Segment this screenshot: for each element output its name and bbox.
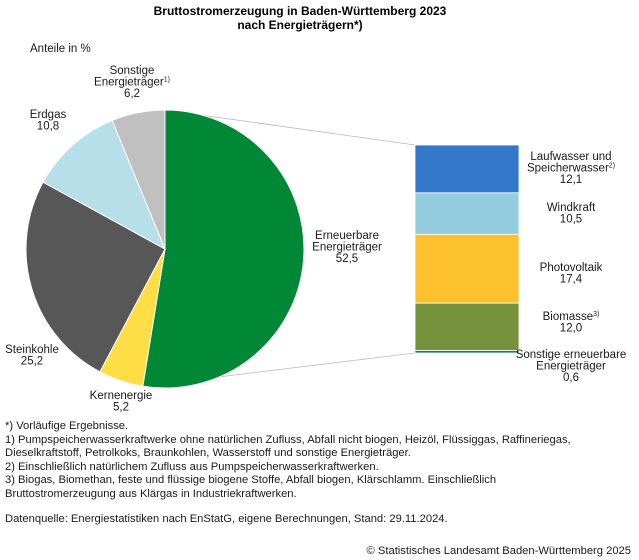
footnote: *) Vorläufige Ergebnisse. (5, 420, 129, 432)
pie-label-steinkohle-text: Steinkohle (5, 344, 59, 356)
pie-label-sonstige-energietr-ger-text: Energieträger1) (94, 77, 170, 89)
unit-label: Anteile in % (30, 43, 91, 55)
bar-segment-sonstige-erneuerbare-energietr-ger (414, 350, 520, 354)
bar-label-biomasse: Biomasse3)12,0 (543, 311, 600, 335)
pie-label-kernenergie-value: 5,2 (113, 402, 129, 414)
bar-label-laufwasser-und-speicherwasser-text: Laufwasser und (530, 151, 611, 163)
bar-segment-biomasse (414, 302, 520, 352)
bar-label-sonstige-erneuerbare-energietr-ger-value: 0,6 (563, 372, 579, 384)
pie-slice-erdgas (42, 119, 167, 251)
pie-label-erneuerbare-energietr-ger-value: 52,5 (336, 253, 358, 265)
chart-title-line2: nach Energieträgern*) (237, 18, 362, 32)
bar-label-sonstige-erneuerbare-energietr-ger-text: Sonstige erneuerbare (516, 349, 627, 361)
bar-segment-windkraft (414, 192, 520, 235)
chart-labels: ErneuerbareEnergieträger52,5Kernenergie5… (5, 65, 626, 414)
footnotes: *) Vorläufige Ergebnisse. 1) Pumpspeiche… (5, 420, 635, 502)
footnote: 1) Pumpspeicherwasserkraftwerke ohne nat… (5, 433, 571, 460)
bar-label-biomasse-text: Biomasse3) (543, 311, 600, 323)
chart-title-line1: Bruttostromerzeugung in Baden-Württember… (154, 4, 447, 18)
pie-slice-erneuerbare-energietr-ger (142, 109, 305, 389)
copyright: © Statistisches Landesamt Baden-Württemb… (366, 545, 631, 557)
pie-label-erneuerbare-energietr-ger-text: Erneuerbare (315, 230, 379, 242)
pie-slice-steinkohle (25, 181, 166, 373)
bar-label-windkraft-text: Windkraft (547, 202, 596, 214)
chart: Bruttostromerzeugung in Baden-Württember… (5, 4, 626, 414)
data-source: Datenquelle: Energiestatistiken nach EnS… (5, 513, 448, 525)
bar-segment-photovoltaik (414, 233, 520, 304)
bar-label-photovoltaik-text: Photovoltaik (540, 262, 603, 274)
pie-label-sonstige-energietr-ger-value: 6,2 (124, 88, 140, 100)
footnote: 3) Biogas, Biomethan, feste und flüssige… (5, 474, 497, 500)
pie-slices (25, 109, 305, 389)
pie-label-erneuerbare-energietr-ger-text: Energieträger (312, 242, 382, 254)
pie-slice-sonstige-energietr-ger (111, 109, 166, 250)
bar-label-laufwasser-und-speicherwasser-text: Speicherwasser2) (527, 163, 615, 175)
breakdown-bar (414, 144, 520, 354)
bar-label-photovoltaik-value: 17,4 (560, 274, 583, 286)
bar-label-windkraft-value: 10,5 (560, 214, 582, 226)
pie-label-kernenergie-text: Kernenergie (90, 390, 153, 402)
pie-label-erdgas-text: Erdgas (30, 109, 67, 121)
pie-label-sonstige-energietr-ger-text: Sonstige (110, 65, 155, 77)
pie-label-steinkohle-value: 25,2 (21, 356, 43, 368)
bar-label-biomasse-value: 12,0 (560, 323, 582, 335)
connector-line-top (164, 109, 416, 146)
pie-label-erdgas-value: 10,8 (37, 121, 59, 133)
bar-segment-laufwasser-und-speicherwasser (414, 144, 520, 194)
bar-label-laufwasser-und-speicherwasser-value: 12,1 (560, 174, 582, 186)
bar-label-sonstige-erneuerbare-energietr-ger-text: Energieträger (536, 361, 606, 373)
footnote: 2) Einschließlich natürlichem Zufluss au… (5, 460, 379, 473)
